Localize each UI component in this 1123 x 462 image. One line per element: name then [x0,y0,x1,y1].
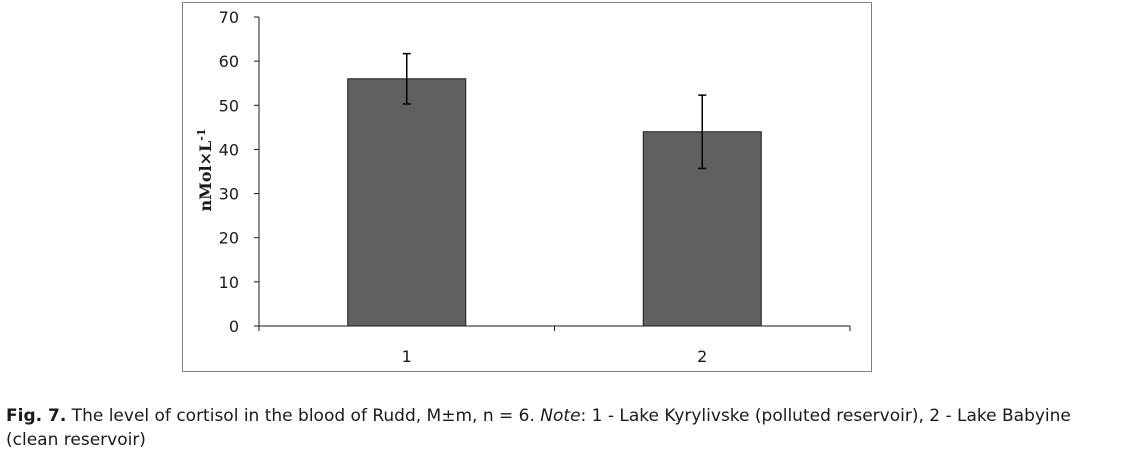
figure-caption: Fig. 7. The level of cortisol in the blo… [6,404,1116,452]
y-axis-label-superscript: -1 [195,129,208,141]
note-label: Note [540,406,581,426]
x-tick-label: 2 [697,347,707,366]
y-tick-label: 0 [229,317,239,336]
bars [347,78,762,327]
x-tick-label: 1 [402,347,412,366]
y-tick-label: 40 [219,140,239,159]
error-bars [402,52,707,170]
y-axis-label: nMol×L-1 [195,129,215,212]
y-tick-label: 30 [219,185,239,204]
y-tick-label: 60 [219,52,239,71]
y-tick-label: 70 [219,8,239,27]
y-tick-label: 10 [219,273,239,292]
figure-label: Fig. 7. [6,406,67,426]
caption-text: The level of cortisol in the blood of Ru… [66,406,541,426]
bar [347,78,467,327]
caption-note-text: : 1 - Lake Kyrylivske (polluted reservoi… [6,406,1071,450]
y-tick-label: 50 [219,96,239,115]
y-tick-label: 20 [219,229,239,248]
y-axis: 0 10 20 30 40 50 60 70 [219,8,260,336]
